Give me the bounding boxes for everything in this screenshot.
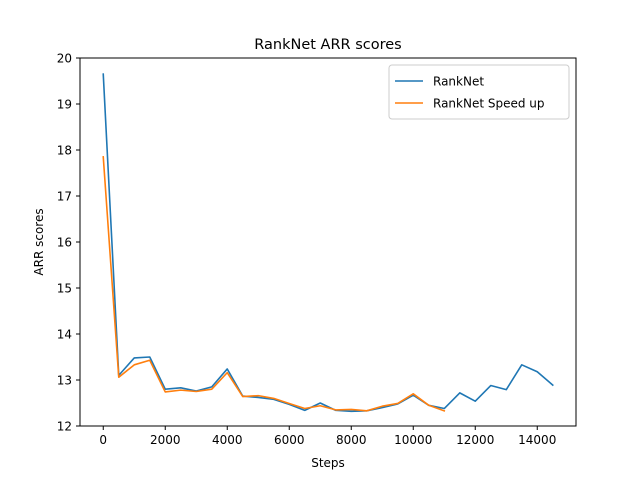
y-tick-label: 18 (57, 144, 72, 158)
x-tick-label: 0 (99, 433, 107, 447)
series-layer (102, 73, 554, 413)
x-tick-label: 12000 (456, 433, 494, 447)
series-line-0 (102, 73, 554, 413)
y-tick-label: 17 (57, 190, 72, 204)
y-tick-label: 16 (57, 236, 72, 250)
y-tick-label: 20 (57, 52, 72, 66)
y-tick-label: 19 (57, 98, 72, 112)
x-axis-label: Steps (311, 456, 345, 470)
y-axis-label: ARR scores (32, 208, 46, 275)
y-tick-label: 15 (57, 282, 72, 296)
y-tick-label: 12 (57, 420, 72, 434)
legend: RankNet RankNet Speed up (388, 64, 570, 120)
x-tick-label: 8000 (336, 433, 367, 447)
y-tick-label: 13 (57, 374, 72, 388)
y-tick-label: 14 (57, 328, 72, 342)
y-axis-ticks: 12 13 14 15 16 17 18 19 20 (57, 52, 80, 434)
legend-label: RankNet Speed up (433, 97, 545, 111)
legend-label: RankNet (433, 75, 484, 89)
x-tick-label: 14000 (518, 433, 556, 447)
series-line-1 (102, 156, 446, 412)
x-tick-label: 10000 (394, 433, 432, 447)
x-tick-label: 2000 (150, 433, 181, 447)
x-tick-label: 6000 (274, 433, 305, 447)
x-tick-label: 4000 (212, 433, 243, 447)
legend-box (388, 64, 570, 120)
x-axis-ticks: 0 2000 4000 6000 8000 10000 12000 14000 (99, 426, 556, 447)
chart-title: RankNet ARR scores (254, 37, 402, 53)
